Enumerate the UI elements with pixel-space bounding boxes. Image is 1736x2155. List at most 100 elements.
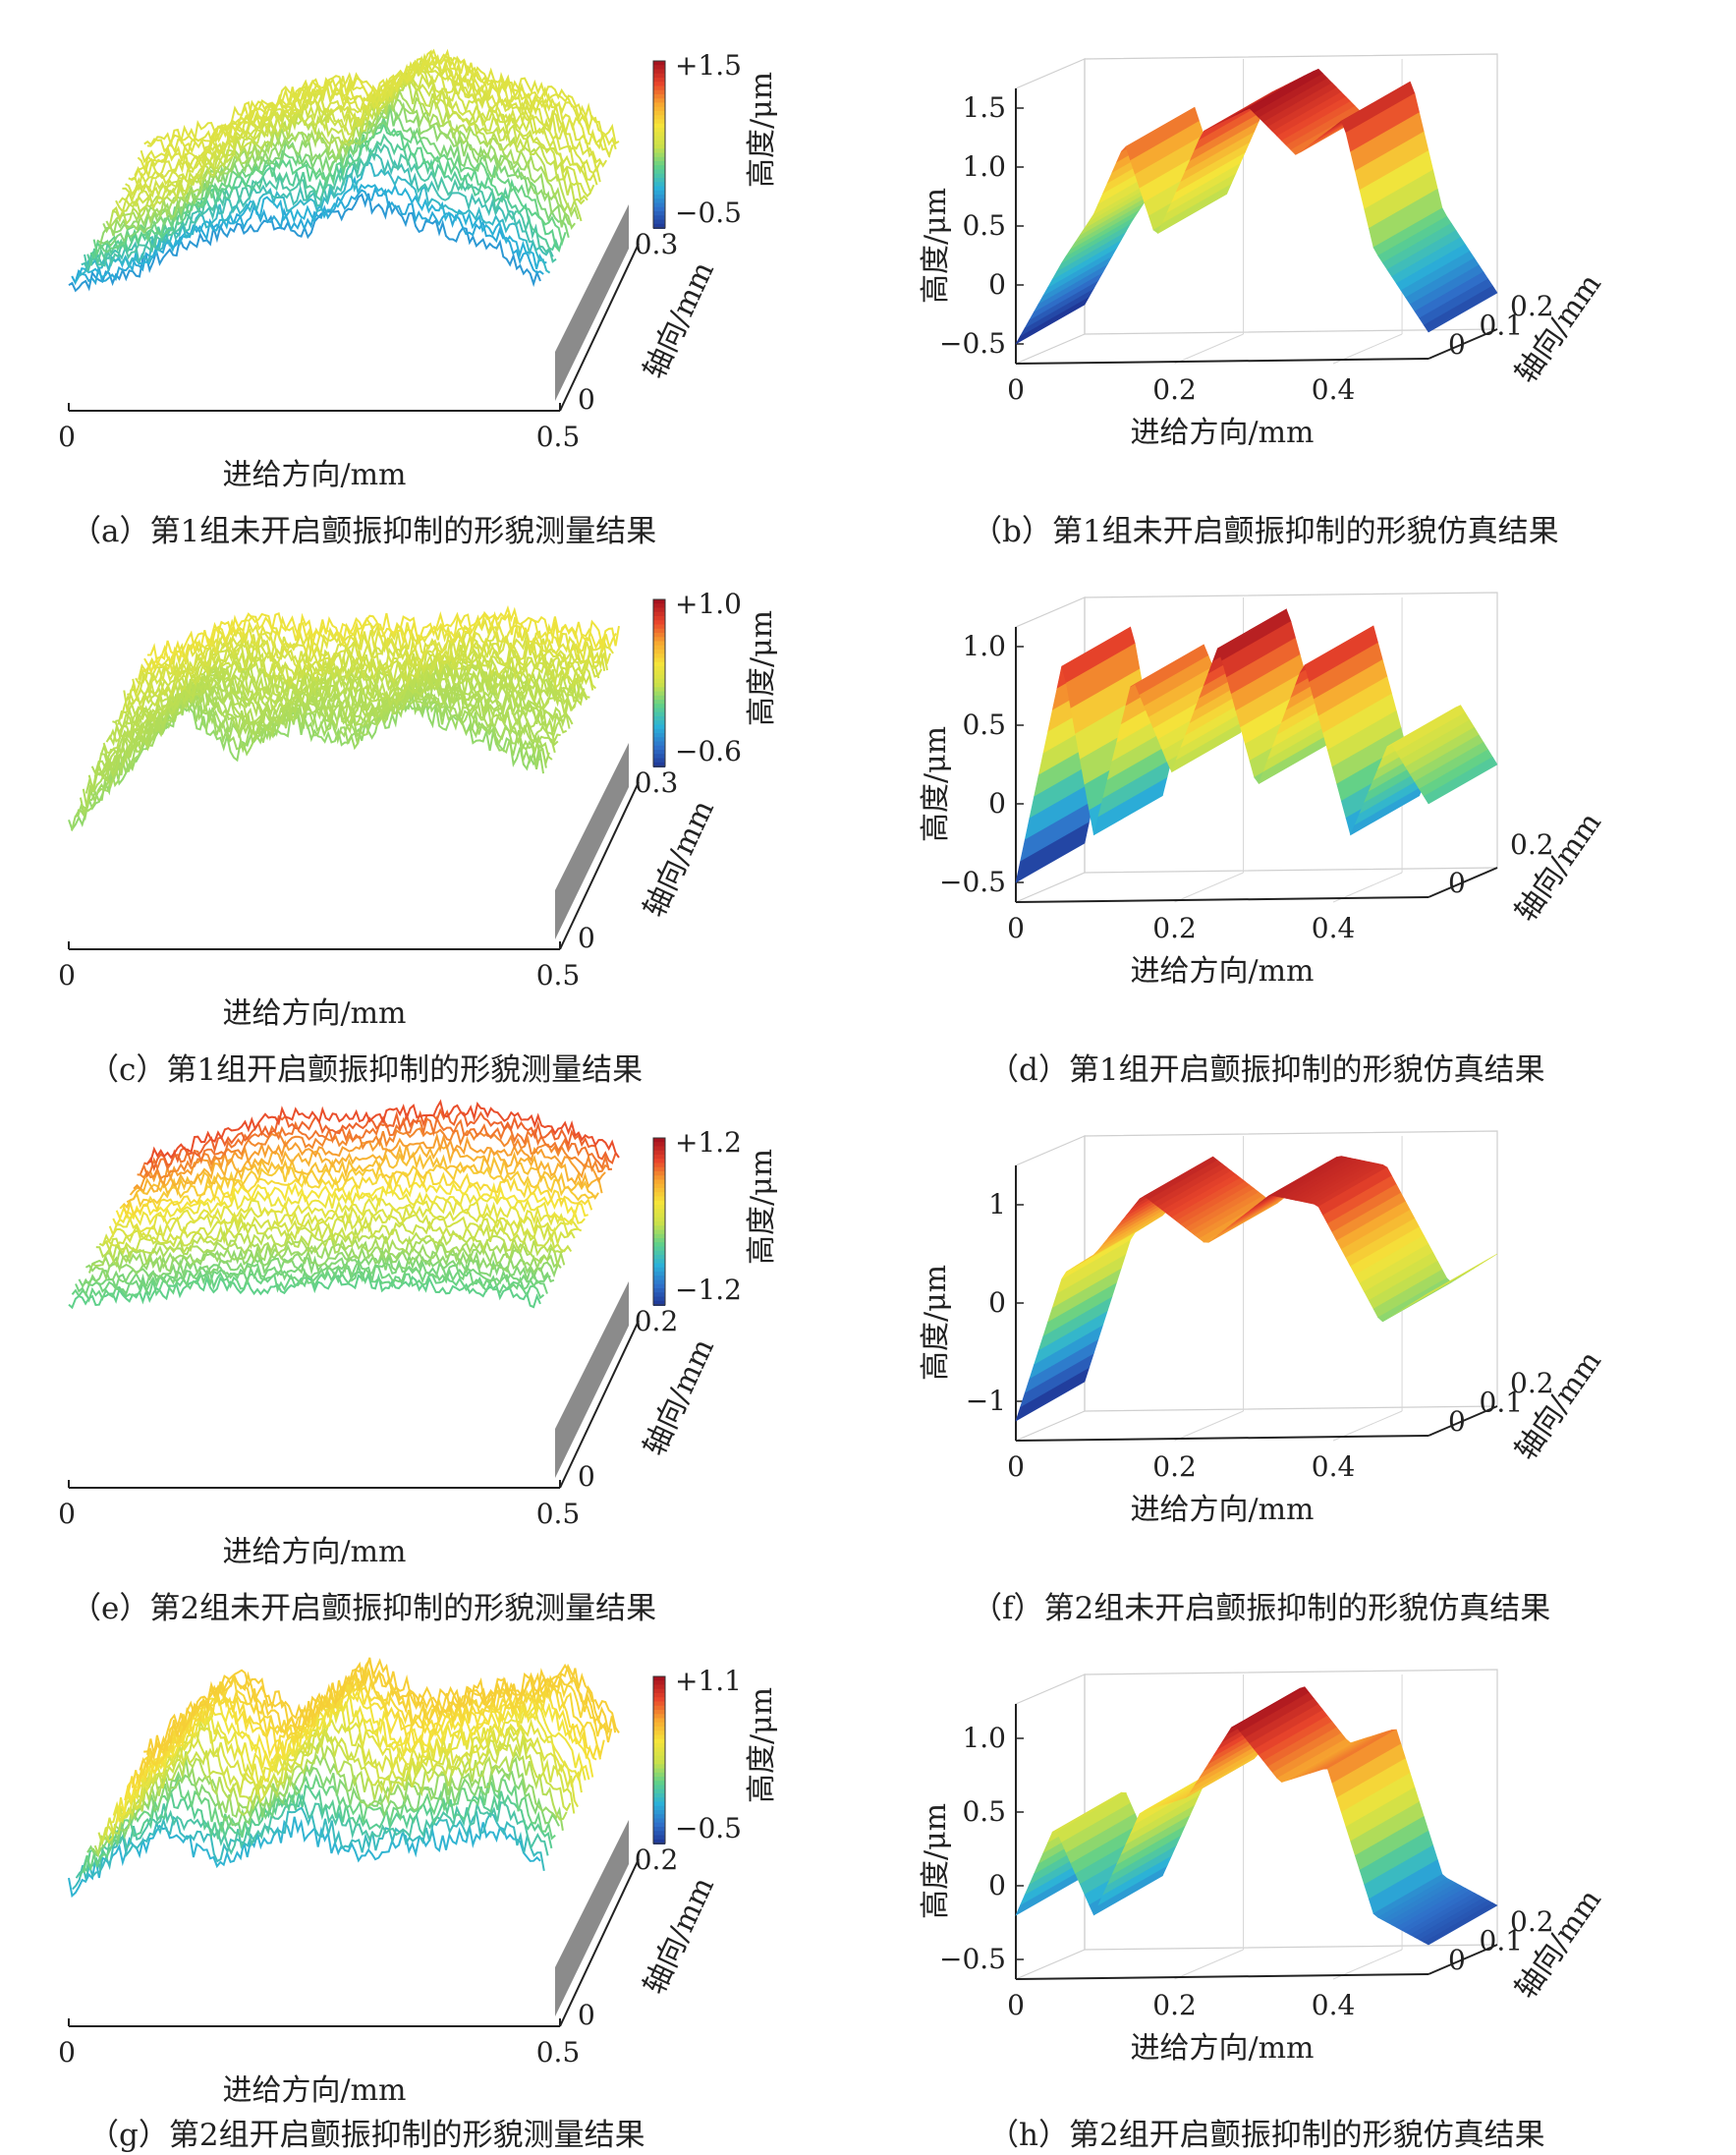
- colorbar-swatch: [653, 1166, 665, 1172]
- surface-strip: [1423, 1902, 1498, 1946]
- caption-a: （a）第1组未开启颤振抑制的形貌测量结果: [71, 514, 657, 549]
- colorbar-swatch: [653, 1793, 665, 1799]
- colorbar-swatch: [653, 1822, 665, 1828]
- contour-line: [143, 1658, 617, 1762]
- colorbar-swatch: [653, 156, 665, 162]
- colorbar-swatch: [653, 215, 665, 221]
- x-tick-label-2: 0.4: [1312, 1450, 1356, 1483]
- side-wall: [555, 204, 629, 401]
- z-tick-label-1: 0: [988, 1286, 1006, 1319]
- colorbar-swatch: [653, 1142, 665, 1148]
- colorbar-swatch: [653, 741, 665, 747]
- colorbar-swatch: [653, 85, 665, 91]
- colorbar-swatch: [653, 695, 665, 701]
- colorbar-swatch: [653, 624, 665, 630]
- y-tick-label-2: 0.2: [1510, 1367, 1554, 1399]
- colorbar-swatch: [653, 1179, 665, 1185]
- contour-line: [78, 1258, 551, 1291]
- colorbar-swatch: [653, 206, 665, 212]
- contour-line: [146, 48, 620, 148]
- chart-c-svg: 0 0.5 0 0.3 进给方向/mm 轴向/mm +1.0 −0.6高度/μm: [58, 588, 779, 1031]
- colorbar-swatch: [653, 1747, 665, 1753]
- y-tick-label-1: 0.2: [1510, 828, 1554, 861]
- colorbar-swatch: [653, 724, 665, 730]
- colorbar-swatch: [653, 1777, 665, 1783]
- y-tick-label-0: 0: [1448, 328, 1466, 361]
- chart-h-svg: −0.500.51.00 0.2 0.400.10.2进给方向/mm高度/μm轴向/…: [919, 1669, 1608, 2066]
- colorbar-swatch: [653, 169, 665, 175]
- x-tick-label-0: 0: [1007, 373, 1025, 406]
- colorbar-swatch: [653, 182, 665, 188]
- colorbar-swatch: [653, 1225, 665, 1231]
- colorbar-swatch: [653, 607, 665, 613]
- colorbar-swatch: [653, 745, 665, 751]
- colorbar-swatch: [653, 123, 665, 129]
- contour-line: [146, 1099, 620, 1164]
- chart-e-svg: 0 0.5 0 0.2 进给方向/mm 轴向/mm +1.2 −1.2高度/μm: [58, 1099, 779, 1569]
- colorbar-swatch: [653, 1831, 665, 1837]
- contour-line: [79, 1784, 553, 1878]
- y-tick-label-0: 0: [1448, 1944, 1466, 1976]
- colorbar-label: 高度/μm: [745, 1687, 779, 1803]
- colorbar-label: 高度/μm: [745, 72, 779, 188]
- colorbar-swatch: [653, 650, 665, 655]
- colorbar-frame: [652, 60, 666, 229]
- colorbar-swatch: [653, 178, 665, 184]
- colorbar-swatch: [653, 1839, 665, 1844]
- colorbar-swatch: [653, 1159, 665, 1164]
- y-tick-label-2: 0.2: [1510, 1905, 1554, 1938]
- grid-line: [1332, 333, 1403, 365]
- contour-line: [68, 1273, 541, 1310]
- z-tick-label-0: −0.5: [939, 327, 1006, 360]
- colorbar-swatch: [653, 628, 665, 634]
- grid-line: [1332, 1949, 1403, 1980]
- side-wall: [555, 1281, 629, 1478]
- z-axis-label: 高度/μm: [919, 188, 953, 304]
- colorbar-swatch: [653, 1768, 665, 1774]
- y-tick-label-2: 0.2: [1510, 290, 1554, 322]
- surface-strip: [1423, 285, 1498, 333]
- x-axis-label: 进给方向/mm: [222, 996, 406, 1031]
- contour-line: [72, 1806, 545, 1891]
- y-axis-line: [559, 243, 640, 412]
- panel-c: 0 0.5 0 0.3 进给方向/mm 轴向/mm +1.0 −0.6 高度/μm （c）第1组…: [0, 539, 868, 1088]
- x-tick-label-1: 0.5: [536, 421, 581, 453]
- side-wall: [555, 1820, 629, 2016]
- colorbar-swatch: [653, 1727, 665, 1732]
- y-tick-label-1: 0.1: [1480, 310, 1524, 342]
- colorbar-swatch: [653, 1283, 665, 1289]
- colorbar-label: 高度/μm: [745, 1149, 779, 1265]
- z-axis-label: 高度/μm: [919, 726, 953, 842]
- plot-area: 0 0.5 0 0.2 进给方向/mm 轴向/mm: [58, 1657, 721, 2108]
- y-tick-label-1: 0.2: [635, 1305, 679, 1337]
- colorbar-swatch: [653, 78, 665, 84]
- caption-e: （e）第2组未开启颤振抑制的形貌测量结果: [71, 1591, 657, 1626]
- z-tick-label-1: 0: [988, 787, 1006, 820]
- contour-line: [147, 604, 620, 668]
- colorbar-swatch: [653, 1300, 665, 1306]
- colorbar-swatch: [653, 115, 665, 121]
- colorbar-swatch: [653, 603, 665, 609]
- contour-line: [68, 1816, 541, 1899]
- contour-line: [115, 1177, 588, 1221]
- colorbar-swatch: [653, 750, 665, 756]
- colorbar-swatch: [653, 106, 665, 112]
- colorbar-swatch: [653, 219, 665, 225]
- surface-strip: [1424, 1253, 1498, 1297]
- colorbar-swatch: [653, 1751, 665, 1757]
- colorbar-swatch: [653, 1684, 665, 1690]
- colorbar-swatch: [653, 211, 665, 217]
- colorbar-swatch: [653, 1755, 665, 1761]
- colorbar-swatch: [653, 1138, 665, 1144]
- contour-line: [81, 1252, 555, 1288]
- colorbar-frame: [652, 1675, 666, 1844]
- colorbar-swatch: [653, 1196, 665, 1202]
- colorbar-swatch: [653, 89, 665, 95]
- z-tick-label-2: 0.5: [962, 709, 1006, 741]
- colorbar-swatch: [653, 119, 665, 125]
- y-axis-line: [1428, 328, 1498, 360]
- contour-line: [146, 1657, 620, 1759]
- colorbar-swatch: [653, 1279, 665, 1285]
- contour-line: [86, 1762, 560, 1857]
